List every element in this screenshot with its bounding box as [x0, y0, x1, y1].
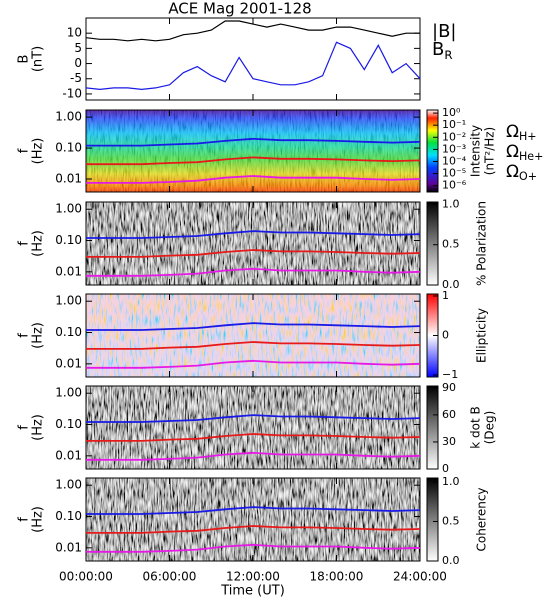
colorbar-tick-label: 0	[442, 462, 449, 475]
series-line	[86, 175, 421, 184]
y-axis-label: f	[17, 148, 32, 153]
series-line	[85, 20, 420, 42]
y-axis-unit: (Hz)	[31, 322, 46, 349]
series-line	[86, 156, 421, 166]
colorbar-tick-label: 0.0	[442, 554, 460, 567]
x-tick-label: 12:00:00	[226, 570, 280, 584]
colorbar-tick-label: 0	[442, 329, 449, 342]
y-axis-unit: (nT)	[31, 46, 46, 72]
y-tick-label: 1.00	[55, 110, 82, 124]
series-line	[86, 525, 421, 534]
series-line	[86, 433, 421, 442]
colorbar-unit: (Deg)	[483, 411, 497, 445]
x-tick-label: 18:00:00	[310, 570, 364, 584]
colorbar-tick-label: 10⁻⁵	[442, 167, 466, 180]
colorbar-tick-label: 10⁻²	[442, 130, 466, 143]
series-line	[86, 543, 421, 553]
y-tick-label: 0.10	[55, 141, 82, 155]
colorbar-label: % Polarization	[475, 201, 489, 286]
colorbar-tick-label: 10⁻¹	[442, 118, 466, 131]
y-tick-label: 0.01	[55, 356, 82, 370]
series-line	[86, 267, 421, 277]
y-tick-label: 0.10	[55, 325, 82, 339]
series-line	[86, 506, 421, 515]
colorbar-tick-label: 1	[442, 289, 449, 302]
y-tick-label: 1.00	[55, 294, 82, 308]
legend-label: ΩH+	[506, 122, 537, 143]
colorbar-tick-label: 0.5	[442, 238, 460, 251]
x-axis-label: Time (UT)	[220, 584, 285, 599]
y-axis-label: f	[17, 333, 32, 338]
y-axis-label: B	[17, 55, 32, 64]
y-tick-label: 10	[67, 26, 82, 40]
colorbar	[426, 385, 439, 470]
colorbar-tick-label: −1	[442, 368, 458, 381]
series-line	[85, 41, 421, 91]
series-line	[86, 230, 421, 239]
y-tick-label: 5	[74, 41, 82, 55]
y-tick-label: 1.00	[55, 386, 82, 400]
y-tick-label: 1.00	[55, 478, 82, 492]
y-axis-unit: (Hz)	[31, 506, 46, 533]
y-axis-label: f	[17, 517, 32, 522]
y-axis-unit: (Hz)	[31, 414, 46, 441]
colorbar-tick-label: 0.0	[442, 278, 460, 291]
colorbar	[426, 109, 439, 193]
colorbar-tick-label: 90	[442, 381, 456, 394]
series-line	[86, 341, 421, 350]
y-axis-label: f	[17, 425, 32, 430]
colorbar-label: Ellipticity	[475, 308, 489, 363]
colorbar-label: k dot B	[469, 406, 483, 448]
colorbar	[426, 477, 439, 562]
legend-label: ΩHe+	[506, 142, 543, 163]
series-line	[86, 322, 421, 331]
legend-label: ΩO+	[506, 162, 537, 183]
colorbar-unit: (nT²/Hz)	[483, 127, 497, 175]
legend-label: |B|	[432, 21, 456, 42]
series-line	[86, 414, 421, 423]
x-tick-label: 24:00:00	[393, 570, 447, 584]
y-tick-label: 0.10	[55, 509, 82, 523]
x-tick-label: 00:00:00	[59, 570, 113, 584]
x-tick-label: 06:00:00	[143, 570, 197, 584]
colorbar-label: Coherency	[475, 487, 489, 551]
y-tick-label: 0.01	[55, 448, 82, 462]
colorbar-label: Intensity	[469, 125, 483, 177]
colorbar	[426, 201, 439, 286]
y-tick-label: 0.01	[55, 264, 82, 278]
colorbar-tick-label: 1.0	[442, 197, 460, 210]
y-tick-label: 0.10	[55, 417, 82, 431]
colorbar-tick-label: 10⁻⁴	[442, 154, 467, 167]
colorbar-tick-label: 10⁰	[442, 106, 461, 119]
series-line	[86, 249, 421, 258]
y-tick-label: 1.00	[55, 202, 82, 216]
y-axis-label: f	[17, 241, 32, 246]
colorbar-tick-label: 10⁻³	[442, 142, 466, 155]
legend-label: BR	[432, 39, 452, 62]
y-axis-unit: (Hz)	[31, 138, 46, 165]
y-tick-label: 0.01	[55, 540, 82, 554]
colorbar-tick-label: 10⁻⁶	[442, 179, 467, 192]
series-line	[86, 451, 421, 461]
colorbar-tick-label: 0.5	[442, 514, 460, 527]
y-tick-label: 0	[74, 56, 82, 70]
colorbar-tick-label: 30	[442, 435, 456, 448]
colorbar-tick-label: 60	[442, 408, 456, 421]
y-tick-label: -5	[70, 71, 82, 85]
y-tick-label: -10	[62, 86, 82, 100]
y-tick-label: 0.10	[55, 233, 82, 247]
y-axis-unit: (Hz)	[31, 230, 46, 257]
y-tick-label: 0.01	[55, 172, 82, 186]
colorbar-tick-label: 1.0	[442, 475, 460, 488]
series-line	[86, 359, 421, 369]
chart-title: ACE Mag 2001-128	[168, 0, 311, 18]
series-line	[86, 137, 421, 147]
